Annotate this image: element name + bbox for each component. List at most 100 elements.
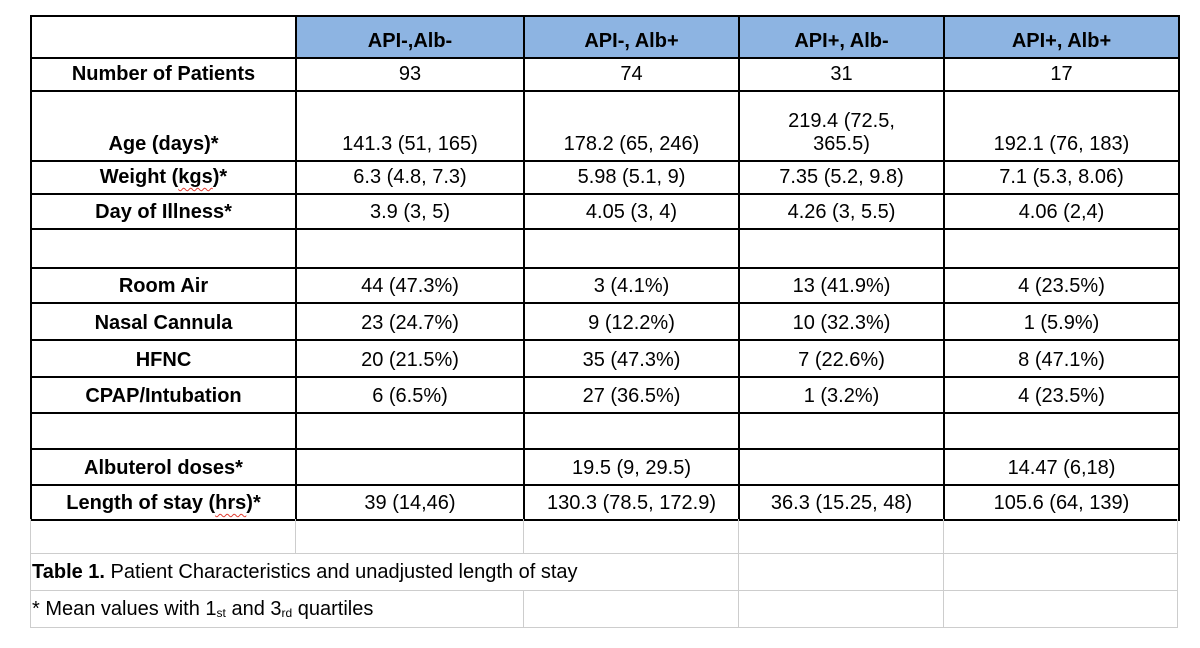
table-row-number-of-patients: Number of Patients 93 74 31 17 [30, 57, 1180, 92]
column-header-api-pos-alb-pos: API+, Alb+ [943, 15, 1180, 59]
cell: 13 (41.9%) [738, 267, 945, 304]
cell: 4.06 (2,4) [943, 193, 1180, 230]
row-label [30, 228, 297, 269]
label-text: )* [246, 491, 261, 514]
table-row-weight: Weight (kgs)* 6.3 (4.8, 7.3) 5.98 (5.1, … [30, 160, 1180, 195]
table-row-hfnc: HFNC 20 (21.5%) 35 (47.3%) 7 (22.6%) 8 (… [30, 339, 1180, 378]
column-header-api-neg-alb-neg: API-,Alb- [295, 15, 525, 59]
gridline-vertical [30, 519, 31, 627]
row-label [30, 412, 297, 450]
row-label: Length of stay (hrs)* [30, 484, 297, 521]
cell: 7.35 (5.2, 9.8) [738, 160, 945, 195]
cell: 39 (14,46) [295, 484, 525, 521]
cell: 93 [295, 57, 525, 92]
cell [295, 228, 525, 269]
table-row-spacer [30, 412, 1180, 450]
cell [738, 448, 945, 486]
cell: 74 [523, 57, 740, 92]
gridline-horizontal [30, 627, 1178, 628]
cell [523, 412, 740, 450]
row-label: CPAP/Intubation [30, 376, 297, 414]
cell [943, 412, 1180, 450]
cell: 10 (32.3%) [738, 302, 945, 341]
cell: 1 (5.9%) [943, 302, 1180, 341]
gridline-vertical [943, 519, 944, 627]
cell [295, 448, 525, 486]
table-row-spacer [30, 228, 1180, 269]
cell: 178.2 (65, 246) [523, 90, 740, 162]
gridline-vertical [523, 590, 524, 627]
table-caption: Table 1. Patient Characteristics and una… [32, 553, 1132, 590]
cell: 27 (36.5%) [523, 376, 740, 414]
corner-cell [30, 15, 297, 59]
cell: 3.9 (3, 5) [295, 193, 525, 230]
cell: 4.26 (3, 5.5) [738, 193, 945, 230]
table-row-room-air: Room Air 44 (47.3%) 3 (4.1%) 13 (41.9%) … [30, 267, 1180, 304]
column-header-api-neg-alb-pos: API-, Alb+ [523, 15, 740, 59]
cell [295, 412, 525, 450]
cell: 1 (3.2%) [738, 376, 945, 414]
gridline-vertical [738, 519, 739, 627]
gridline-vertical [295, 519, 296, 553]
cell: 23 (24.7%) [295, 302, 525, 341]
table-row-day-of-illness: Day of Illness* 3.9 (3, 5) 4.05 (3, 4) 4… [30, 193, 1180, 230]
row-label: Age (days)* [30, 90, 297, 162]
cell: 4 (23.5%) [943, 376, 1180, 414]
cell: 3 (4.1%) [523, 267, 740, 304]
row-label: Room Air [30, 267, 297, 304]
header-row: API-,Alb- API-, Alb+ API+, Alb- API+, Al… [30, 15, 1180, 59]
footnote-text: and 3 [225, 598, 282, 620]
cell: 7.1 (5.3, 8.06) [943, 160, 1180, 195]
table-row-nasal-cannula: Nasal Cannula 23 (24.7%) 9 (12.2%) 10 (3… [30, 302, 1180, 341]
cell: 6 (6.5%) [295, 376, 525, 414]
cell: 19.5 (9, 29.5) [523, 448, 740, 486]
cell: 36.3 (15.25, 48) [738, 484, 945, 521]
cell: 4 (23.5%) [943, 267, 1180, 304]
cell: 7 (22.6%) [738, 339, 945, 378]
cell: 31 [738, 57, 945, 92]
row-label: Nasal Cannula [30, 302, 297, 341]
label-text: Length of stay ( [66, 491, 216, 514]
table-row-cpap-intubation: CPAP/Intubation 6 (6.5%) 27 (36.5%) 1 (3… [30, 376, 1180, 414]
row-label: Weight (kgs)* [30, 160, 297, 195]
label-text: )* [212, 165, 228, 188]
caption-text: Patient Characteristics and unadjusted l… [105, 561, 578, 583]
table-row-age: Age (days)* 141.3 (51, 165) 178.2 (65, 2… [30, 90, 1180, 162]
gridline-vertical [1177, 519, 1178, 627]
misspelled-word: kgs [178, 165, 213, 188]
cell: 105.6 (64, 139) [943, 484, 1180, 521]
cell: 17 [943, 57, 1180, 92]
cell: 14.47 (6,18) [943, 448, 1180, 486]
cell: 141.3 (51, 165) [295, 90, 525, 162]
caption-label: Table 1. [32, 561, 105, 583]
label-text: Weight ( [99, 165, 179, 188]
cell: 44 (47.3%) [295, 267, 525, 304]
cell: 20 (21.5%) [295, 339, 525, 378]
cell [523, 228, 740, 269]
gridline-vertical [523, 519, 524, 553]
cell [738, 412, 945, 450]
row-label: Albuterol doses* [30, 448, 297, 486]
column-header-api-pos-alb-neg: API+, Alb- [738, 15, 945, 59]
table-row-albuterol-doses: Albuterol doses* 19.5 (9, 29.5) 14.47 (6… [30, 448, 1180, 486]
cell: 8 (47.1%) [943, 339, 1180, 378]
cell: 130.3 (78.5, 172.9) [523, 484, 740, 521]
footnote-text: quartiles [292, 598, 374, 620]
misspelled-word: hrs [215, 491, 247, 514]
cell: 9 (12.2%) [523, 302, 740, 341]
patient-characteristics-table: API-,Alb- API-, Alb+ API+, Alb- API+, Al… [30, 15, 1180, 521]
row-label: HFNC [30, 339, 297, 378]
table-row-length-of-stay: Length of stay (hrs)* 39 (14,46) 130.3 (… [30, 484, 1180, 521]
cell: 35 (47.3%) [523, 339, 740, 378]
cell [738, 228, 945, 269]
cell [943, 228, 1180, 269]
footnote-text: * Mean values with 1 [32, 598, 217, 620]
cell: 4.05 (3, 4) [523, 193, 740, 230]
gridline-horizontal [30, 590, 1178, 591]
gridline-horizontal [30, 553, 1178, 554]
cell: 5.98 (5.1, 9) [523, 160, 740, 195]
cell: 192.1 (76, 183) [943, 90, 1180, 162]
cell: 219.4 (72.5, 365.5) [738, 90, 945, 162]
cell: 6.3 (4.8, 7.3) [295, 160, 525, 195]
